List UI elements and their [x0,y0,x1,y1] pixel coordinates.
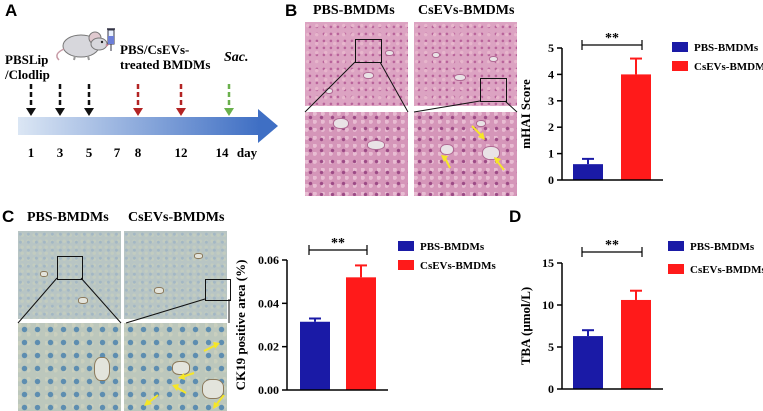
micro-c-header-pbs: PBS-BMDMs [27,210,109,225]
y-tick-label: 5 [548,340,554,354]
y-tick-label: 0.02 [258,340,279,354]
significance-label: ** [605,31,619,46]
treatment-arrow-day8 [133,84,143,116]
y-tick-label: 0.00 [258,383,279,397]
injection-arrow-day3 [55,84,65,116]
zoom-lines-c [17,277,230,324]
legend-label: CsEVs-BMDMs [694,61,763,73]
zoom-box-c-csevs [205,279,231,301]
bar-csevs-bmdms [621,299,651,389]
legend-swatch [672,42,688,52]
treatment-arrow-day12 [176,84,186,116]
sacrifice-arrow-day14 [224,84,234,116]
panel-label-a: A [5,1,18,20]
zoom-lines-b [304,61,518,113]
legend-label: PBS-BMDMs [420,241,485,253]
bar-pbs-bmdms [573,336,603,389]
y-tick-label: 1 [548,147,554,161]
injection-arrow-day5 [84,84,94,116]
y-tick-label: 0 [548,173,554,187]
panel-label-d: D [509,207,522,226]
lesion-arrows-b [441,125,505,171]
legend-label: CsEVs-BMDMs [690,264,763,276]
he-micrograph-csevs-overview [414,22,517,106]
timeline-day-labels: 1 3 5 7 8 12 14 day [28,145,258,160]
mouse-icon [56,31,109,61]
day-label: 1 [28,145,35,160]
day-label: 12 [175,145,188,160]
ihc-micrograph-csevs-zoom [124,323,227,411]
micro-c-header-csevs: CsEVs-BMDMs [128,210,225,225]
yellow-arrow-icon [144,394,159,406]
legend-swatch [398,241,414,251]
micro-b-header-csevs: CsEVs-BMDMs [418,3,515,18]
significance-label: ** [331,236,345,251]
zoom-box-c-pbs [57,256,83,280]
syringe-icon [107,28,115,51]
legend-label: CsEVs-BMDMs [420,260,496,272]
legend-label: PBS-BMDMs [694,42,759,54]
treatment-label: PBS/CsEVs- treated BMDMs [120,42,211,72]
he-micrograph-pbs-overview [305,22,408,106]
he-micrograph-pbs-zoom [305,112,408,196]
y-tick-label: 0.06 [258,253,279,267]
panel-label-c: C [2,207,15,226]
day-label: 14 [216,145,230,160]
yellow-arrow-icon [203,342,220,352]
yellow-arrow-icon [494,157,505,171]
legend-label: PBS-BMDMs [690,241,755,253]
day-unit-label: day [237,145,258,160]
y-tick-label: 15 [542,256,554,270]
legend-swatch [668,241,684,251]
yellow-arrow-icon [178,372,195,380]
yellow-arrow-icon [213,394,225,409]
y-tick-label: 10 [542,298,554,312]
he-micrograph-csevs-zoom [414,112,517,196]
ihc-micrograph-csevs-overview [124,231,227,319]
y-tick-label: 3 [548,94,554,108]
y-tick-label: 5 [548,41,554,55]
micro-b-header-pbs: PBS-BMDMs [313,3,395,18]
y-axis-label: TBA (μmol/L) [518,287,533,366]
timeline-arrows: 1 3 5 7 8 12 14 day [18,84,278,160]
bar-pbs-bmdms [573,164,603,180]
y-tick-label: 0 [548,382,554,396]
timeline-bar [18,109,278,143]
day-label: 5 [86,145,93,160]
pbslip-label: PBSLip /Clodlip [5,52,50,82]
day-label: 7 [114,145,121,160]
legend-swatch [398,260,414,270]
significance-label: ** [605,238,619,253]
y-tick-label: 2 [548,120,554,134]
y-tick-label: 0.04 [258,296,279,310]
bar-csevs-bmdms [346,277,376,390]
yellow-arrow-icon [172,384,187,394]
y-axis-label: CK19 positive area (%) [233,260,248,391]
panel-label-b: B [285,1,298,20]
day-label: 8 [135,145,142,160]
ihc-micrograph-pbs-zoom [18,323,121,411]
y-axis-label: mHAI Score [518,79,533,149]
zoom-box-b-csevs [480,78,507,102]
lesion-arrows-c [144,342,225,409]
legend-swatch [668,264,684,274]
yellow-arrow-icon [471,125,485,140]
bar-pbs-bmdms [300,321,330,390]
injection-arrow-day1 [26,84,36,116]
day-label: 3 [57,145,64,160]
zoom-box-b-pbs [355,39,382,63]
sacrifice-label: Sac. [224,50,249,65]
bar-csevs-bmdms [621,74,651,180]
y-tick-label: 4 [548,67,554,81]
yellow-arrow-icon [441,155,451,169]
legend-swatch [672,61,688,71]
